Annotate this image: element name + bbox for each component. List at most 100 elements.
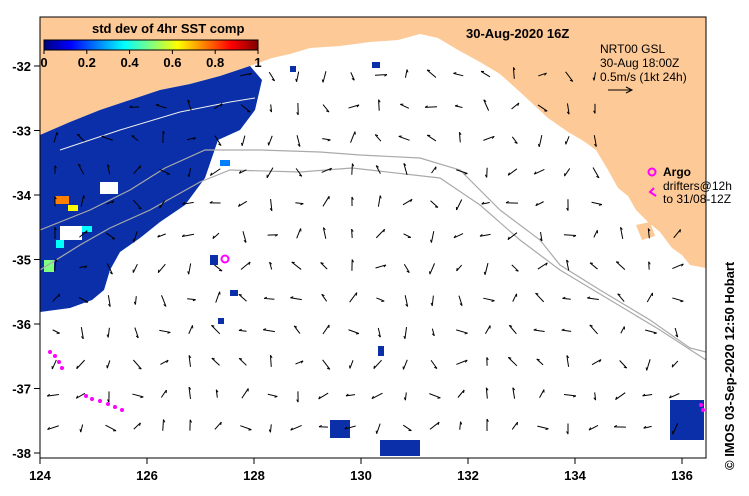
current-arrow — [429, 393, 441, 399]
current-arrow-head — [539, 238, 543, 242]
current-arrow — [348, 329, 360, 334]
current-arrow — [537, 262, 548, 270]
current-arrow-head — [512, 67, 516, 71]
current-arrow-head — [139, 165, 142, 169]
lon-tick-label: 124 — [29, 468, 51, 483]
current-arrow — [512, 387, 516, 399]
current-arrow-head — [572, 395, 577, 398]
current-arrow — [431, 166, 437, 174]
current-arrow-head — [157, 234, 160, 238]
current-arrow-head — [321, 293, 325, 297]
current-arrow — [511, 136, 518, 144]
current-arrow — [290, 424, 302, 431]
current-arrow — [269, 424, 272, 433]
current-arrow-head — [379, 195, 382, 199]
land-mass — [40, 17, 706, 268]
current-arrow-head — [463, 389, 465, 394]
current-arrow — [76, 133, 85, 142]
latitude-ticks: -32 -33 -34 -35 -36 -37 -38 — [12, 59, 40, 461]
current-arrow-head — [351, 228, 354, 232]
current-arrow — [295, 168, 303, 177]
current-arrow-head — [569, 79, 574, 82]
current-arrow — [107, 295, 111, 307]
current-arrow-head — [187, 99, 191, 103]
current-arrow-head — [459, 303, 463, 306]
current-arrow — [674, 327, 679, 338]
lat-tick-label: -32 — [12, 59, 31, 74]
current-arrow — [563, 394, 576, 397]
current-arrow — [212, 232, 220, 240]
current-arrow-head — [405, 303, 409, 307]
current-arrow — [80, 424, 84, 433]
current-arrow — [79, 230, 88, 238]
current-arrow-head — [238, 293, 242, 296]
current-arrow-head — [271, 78, 275, 82]
current-arrow-head — [220, 103, 223, 107]
colorbar-tick-label: 0 — [40, 55, 47, 70]
current-arrow-head — [515, 269, 519, 272]
current-arrow-head — [545, 262, 548, 266]
current-arrow-head — [643, 425, 647, 429]
current-arrow — [539, 389, 545, 398]
current-arrow — [106, 360, 111, 369]
current-arrow-head — [671, 364, 674, 368]
current-arrow — [270, 199, 273, 211]
current-arrow-head — [351, 78, 355, 81]
current-arrow — [512, 67, 515, 79]
current-arrow — [375, 165, 381, 174]
current-arrow — [457, 389, 465, 398]
current-arrow — [238, 294, 247, 302]
current-arrow-head — [620, 226, 623, 230]
current-arrow-head — [410, 199, 413, 203]
current-arrow — [484, 263, 489, 275]
current-arrow — [507, 357, 518, 367]
current-arrow-head — [371, 395, 375, 399]
current-arrow-head — [431, 333, 435, 337]
current-arrow — [107, 327, 110, 338]
current-arrow — [511, 421, 518, 430]
current-arrow-head — [616, 261, 620, 263]
current-arrow — [188, 167, 191, 178]
current-arrow-head — [269, 261, 273, 265]
current-arrow — [646, 359, 651, 371]
current-arrow-head — [509, 324, 513, 327]
current-arrow-head — [211, 324, 215, 327]
current-arrow — [458, 132, 461, 143]
current-arrow-head — [54, 226, 57, 231]
current-arrow — [51, 359, 57, 370]
current-arrow — [187, 137, 196, 141]
scale-arrow — [608, 86, 634, 94]
current-vectors — [46, 67, 684, 435]
current-arrow-head — [434, 366, 438, 369]
current-arrow — [159, 329, 171, 333]
current-arrow-head — [486, 357, 489, 361]
current-arrow-head — [681, 263, 684, 267]
current-arrow-head — [321, 79, 324, 83]
current-arrow — [215, 389, 218, 398]
current-arrow-head — [209, 201, 213, 204]
current-arrow-head — [269, 208, 273, 212]
current-arrow — [643, 425, 652, 429]
current-arrow-head — [562, 296, 566, 299]
current-arrow — [214, 135, 222, 146]
current-arrow-head — [163, 304, 167, 307]
current-arrow-head — [507, 236, 510, 240]
drifters-period: to 31/08-12Z — [663, 192, 731, 206]
current-arrow — [214, 264, 223, 272]
current-arrow — [318, 392, 329, 400]
current-arrow-head — [111, 200, 115, 204]
current-arrow-head — [613, 424, 618, 428]
current-arrow-head — [356, 104, 360, 108]
current-arrow — [429, 421, 440, 430]
current-arrow — [536, 358, 544, 366]
colorbar-tick-label: 0.8 — [206, 55, 224, 70]
current-arrow — [592, 167, 600, 179]
current-arrow-head — [485, 387, 489, 391]
current-arrow — [672, 423, 679, 435]
current-arrow-head — [533, 171, 537, 175]
current-arrow-head — [464, 359, 468, 363]
current-arrow — [238, 357, 247, 366]
lon-tick-label: 126 — [136, 468, 158, 483]
current-arrow-head — [248, 72, 252, 76]
current-arrow-head — [587, 296, 591, 299]
